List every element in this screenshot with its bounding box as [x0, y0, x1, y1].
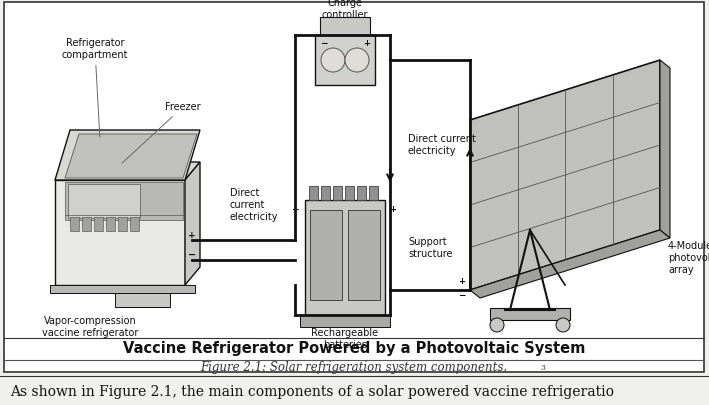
Polygon shape	[55, 162, 200, 180]
Text: Rechargeable
batteries: Rechargeable batteries	[311, 328, 379, 350]
Text: Freezer: Freezer	[122, 102, 201, 163]
Text: Direct
current
electricity: Direct current electricity	[230, 188, 279, 222]
Bar	[490, 308, 570, 320]
Text: Refrigerator
compartment: Refrigerator compartment	[62, 38, 128, 137]
Bar	[70, 217, 79, 231]
Polygon shape	[65, 134, 197, 178]
Bar	[310, 210, 342, 300]
Bar	[118, 217, 127, 231]
Bar	[5, 3, 703, 336]
Text: Direct current
electricity: Direct current electricity	[408, 134, 476, 156]
Text: +: +	[459, 277, 466, 286]
Bar	[50, 285, 195, 293]
Text: −: −	[320, 38, 328, 47]
Bar	[333, 186, 342, 200]
Text: +: +	[364, 38, 371, 47]
Text: 3: 3	[540, 364, 545, 372]
Text: As shown in Figure 2.1, the main components of a solar powered vaccine refrigera: As shown in Figure 2.1, the main compone…	[10, 385, 614, 399]
Text: +: +	[389, 205, 396, 215]
Bar	[309, 186, 318, 200]
Text: 4-Module
photovoltaic
array: 4-Module photovoltaic array	[668, 241, 709, 275]
Circle shape	[490, 318, 504, 332]
Bar	[369, 186, 378, 200]
Text: Figure 2.1: Solar refrigeration system components.: Figure 2.1: Solar refrigeration system c…	[201, 362, 508, 375]
Text: −: −	[291, 205, 298, 215]
Text: Support
structure: Support structure	[408, 237, 452, 259]
Bar	[82, 217, 91, 231]
Polygon shape	[55, 180, 185, 285]
Bar	[315, 35, 375, 85]
Polygon shape	[470, 230, 670, 298]
Bar	[345, 186, 354, 200]
Bar	[348, 210, 380, 300]
Polygon shape	[470, 60, 660, 290]
Bar	[106, 217, 115, 231]
Circle shape	[556, 318, 570, 332]
Bar	[300, 315, 390, 327]
Bar	[357, 186, 366, 200]
Bar	[115, 285, 170, 307]
Text: Vapor-compression
vaccine refrigerator: Vapor-compression vaccine refrigerator	[42, 316, 138, 339]
Text: +: +	[188, 230, 196, 239]
Text: Vaccine Refrigerator Powered by a Photovoltaic System: Vaccine Refrigerator Powered by a Photov…	[123, 341, 585, 356]
Text: Charge
controller: Charge controller	[322, 0, 368, 20]
Circle shape	[345, 48, 369, 72]
Text: −: −	[458, 292, 466, 301]
Polygon shape	[660, 60, 670, 238]
Bar	[94, 217, 103, 231]
Polygon shape	[65, 182, 183, 220]
Circle shape	[321, 48, 345, 72]
Bar	[320, 17, 370, 35]
Polygon shape	[68, 184, 140, 218]
Text: −: −	[188, 250, 196, 260]
Polygon shape	[55, 130, 200, 180]
Bar	[130, 217, 139, 231]
Polygon shape	[185, 162, 200, 285]
Bar	[321, 186, 330, 200]
Bar	[305, 200, 385, 315]
